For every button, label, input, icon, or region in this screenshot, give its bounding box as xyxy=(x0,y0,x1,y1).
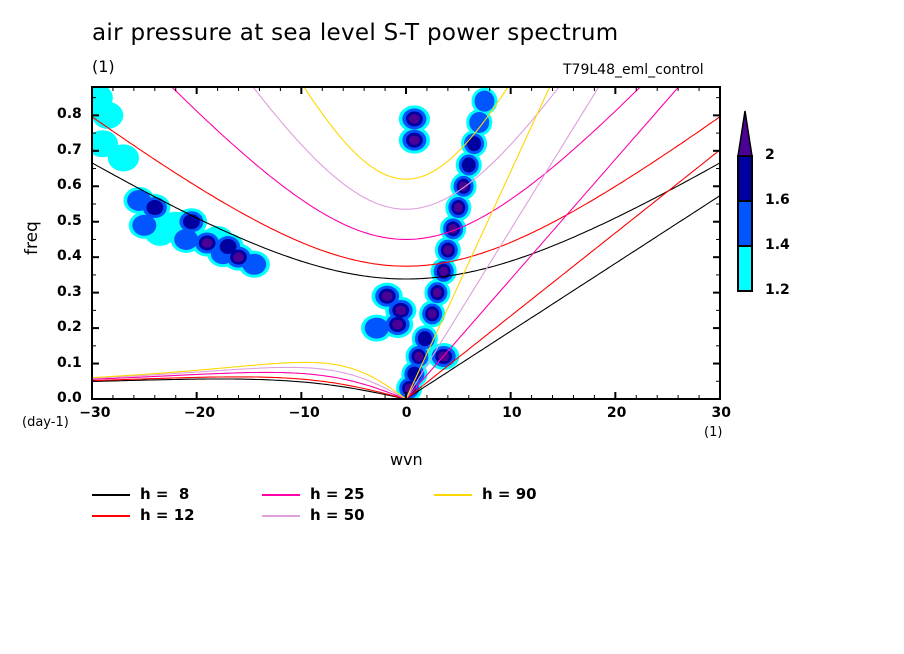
inertia-gravity-line xyxy=(92,162,720,280)
rossby-line xyxy=(92,376,407,399)
y-tick-label: 0.4 xyxy=(57,248,82,265)
y-tick-label: 0.8 xyxy=(57,106,82,123)
inertia-gravity-line xyxy=(303,87,509,180)
contour-patch xyxy=(408,114,420,124)
kelvin-line xyxy=(405,87,551,399)
dispersion-curve-h90 xyxy=(92,87,551,399)
contour-patch xyxy=(467,136,482,152)
x-tick-label: −20 xyxy=(183,405,216,421)
dispersion-curves xyxy=(92,87,720,399)
experiment-label: T79L48_eml_control xyxy=(563,62,704,78)
dispersion-curve-h12 xyxy=(92,116,720,399)
contour-patch xyxy=(432,287,442,298)
legend-label: h = 50 xyxy=(310,506,365,524)
colorbar xyxy=(737,110,753,292)
contour-patch xyxy=(469,111,490,133)
x-tick-label: 10 xyxy=(502,405,522,421)
contour-patch xyxy=(219,239,237,255)
dispersion-curve-h8 xyxy=(92,162,720,399)
contour-patch xyxy=(427,309,437,319)
contour-patch xyxy=(443,245,453,255)
contour-patch xyxy=(107,144,139,172)
inertia-gravity-line xyxy=(171,87,641,240)
contour-patch xyxy=(453,202,463,213)
contour-patch xyxy=(233,252,244,262)
inertia-gravity-line xyxy=(92,116,720,267)
y-tick-label: 0.1 xyxy=(57,354,82,371)
kelvin-line xyxy=(405,195,720,399)
contour-region-rossby-band xyxy=(92,87,270,278)
rossby-line xyxy=(92,361,407,399)
legend-swatch xyxy=(262,515,300,517)
contour-patch xyxy=(364,317,389,339)
y-tick-label: 0.7 xyxy=(57,141,82,158)
legend-swatch xyxy=(92,494,130,496)
x-axis-units: (1) xyxy=(704,425,723,440)
legend-label: h = 25 xyxy=(310,485,365,503)
y-tick-label: 0.5 xyxy=(57,212,82,229)
contour-patch xyxy=(474,90,495,112)
colorbar-tick-label: 1.4 xyxy=(765,237,790,253)
y-tick-label: 0.3 xyxy=(57,283,82,300)
contour-patch xyxy=(183,214,200,230)
rossby-line xyxy=(92,371,407,399)
colorbar-tick-label: 1.2 xyxy=(765,282,790,298)
chart-title: air pressure at sea level S-T power spec… xyxy=(92,20,619,46)
contour-patch xyxy=(395,305,407,316)
contour-patch xyxy=(242,253,267,275)
kelvin-line xyxy=(405,87,680,399)
colorbar-box xyxy=(737,155,753,202)
x-tick-label: 0 xyxy=(401,405,412,421)
colorbar-tick-label: 1.6 xyxy=(765,192,790,208)
contour-patch xyxy=(381,291,393,301)
units-label: (1) xyxy=(92,57,115,76)
colorbar-box xyxy=(737,245,753,292)
contour-patch xyxy=(174,228,199,250)
y-tick-label: 0.0 xyxy=(57,390,82,406)
legend-label: h = 12 xyxy=(140,506,195,524)
contour-patch xyxy=(201,238,213,248)
contour-patch xyxy=(414,351,424,362)
contour-patch xyxy=(439,266,449,277)
y-tick-label: 0.6 xyxy=(57,177,82,194)
kelvin-line xyxy=(405,149,720,399)
x-tick-label: −30 xyxy=(79,405,111,421)
contour-patch xyxy=(146,200,164,216)
colorbar-box xyxy=(737,200,753,247)
legend-swatch xyxy=(92,515,130,517)
kelvin-line xyxy=(405,87,600,399)
y-axis-units: (day-1) xyxy=(22,415,69,430)
contour-patch xyxy=(408,135,420,145)
x-axis-label: wvn xyxy=(390,450,423,469)
colorbar-extend-triangle xyxy=(737,110,753,157)
legend-swatch xyxy=(434,494,472,496)
contour-patch xyxy=(417,331,432,347)
legend-label: h = 90 xyxy=(482,485,537,503)
dispersion-curve-h50 xyxy=(92,87,600,399)
x-tick-label: 20 xyxy=(606,405,627,421)
legend-label: h = 8 xyxy=(140,485,190,503)
contour-patch xyxy=(132,214,157,236)
x-tick-label: −10 xyxy=(288,405,320,421)
rossby-line xyxy=(92,378,407,399)
dispersion-curve-h25 xyxy=(92,87,680,399)
legend-swatch xyxy=(262,494,300,496)
inertia-gravity-line xyxy=(252,87,560,210)
contour-patch xyxy=(392,319,404,330)
axes xyxy=(91,86,721,400)
x-tick-label: 30 xyxy=(711,405,731,421)
rossby-line xyxy=(92,366,407,399)
contour-patch xyxy=(407,366,422,382)
contour-patch xyxy=(461,157,476,173)
colorbar-tick-label: 2 xyxy=(765,147,775,163)
y-tick-label: 0.2 xyxy=(57,319,82,336)
